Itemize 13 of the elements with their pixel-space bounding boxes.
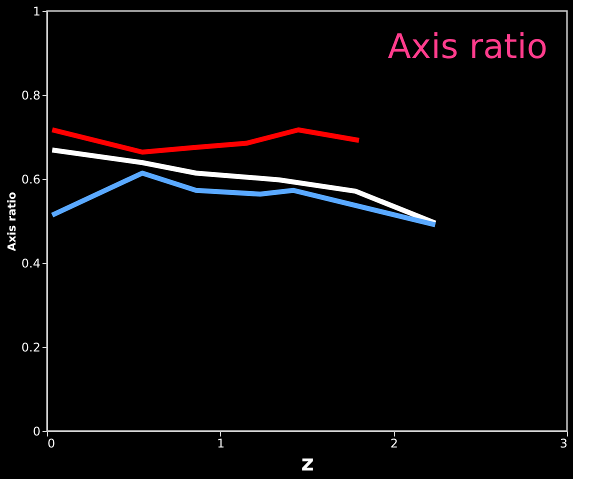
x-tick-label: 2	[390, 436, 398, 450]
x-tick-label: 3	[560, 436, 568, 450]
y-tick-label: 0.2	[21, 340, 40, 354]
x-tick-label: 1	[217, 436, 225, 450]
y-tick-label: 0.4	[21, 256, 40, 270]
y-tick-label: 0.6	[21, 172, 40, 186]
x-axis-title: z	[301, 452, 314, 476]
y-tick-label: 0	[32, 424, 40, 438]
y-tick-label: 1	[32, 4, 40, 18]
y-tick-label: 0.8	[21, 88, 40, 102]
y-axis-title: Axis ratio	[5, 191, 18, 252]
text: Axis ratio	[388, 27, 548, 67]
x-tick-label: 0	[48, 436, 56, 450]
